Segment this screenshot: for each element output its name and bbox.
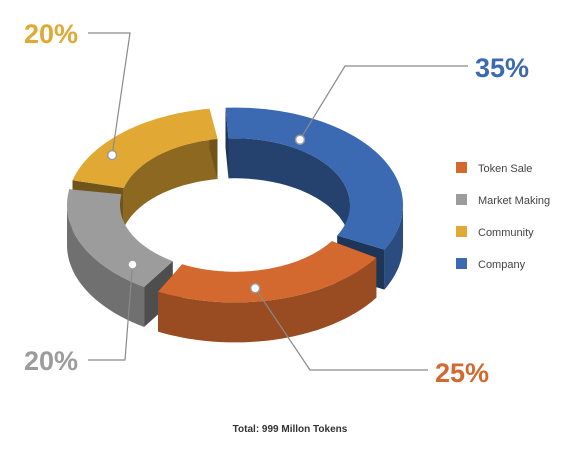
callout-layer: 35% 25% 20% 20% [24,19,529,388]
leader-line-company [299,65,468,141]
legend-swatch-token-sale [456,162,467,173]
value-label-community: 20% [24,19,78,49]
slice-community [72,108,218,188]
slice-inner-wall-community [123,139,218,228]
legend-swatch-community [456,226,467,237]
legend-label-community: Community [478,227,534,239]
legend-swatch-company [456,258,467,269]
slice-token-sale [158,241,377,303]
leader-line-community [88,32,131,156]
legend-label-company: Company [478,259,526,271]
legend-swatch-market-making [456,194,467,205]
slice-outer-wall-token-sale [158,257,377,343]
leader-line-token-sale [254,287,428,371]
callout-dot-token-sale [249,283,261,294]
slice-outer-wall-market-making [67,206,145,327]
leader-line-market-making [88,264,134,361]
legend-label-market-making: Market Making [478,195,550,207]
value-label-token-sale: 25% [435,358,489,388]
value-label-market-making: 20% [24,346,78,376]
donut-top-layer [67,107,403,303]
slice-company [225,107,403,250]
chart-footer: Total: 999 Millon Tokens [233,424,348,435]
slice-end-cap-company-start [225,107,229,179]
callout-dot-company [294,134,306,145]
slice-inner-wall-company [228,138,350,244]
legend-label-token-sale: Token Sale [478,163,532,175]
slice-outer-wall-company [384,206,403,290]
value-label-company: 35% [475,53,529,83]
slice-market-making [67,189,173,287]
callout-dot-community [106,149,118,161]
callout-dot-market-making [127,259,138,270]
legend: Token Sale Market Making Community Company [456,162,550,271]
